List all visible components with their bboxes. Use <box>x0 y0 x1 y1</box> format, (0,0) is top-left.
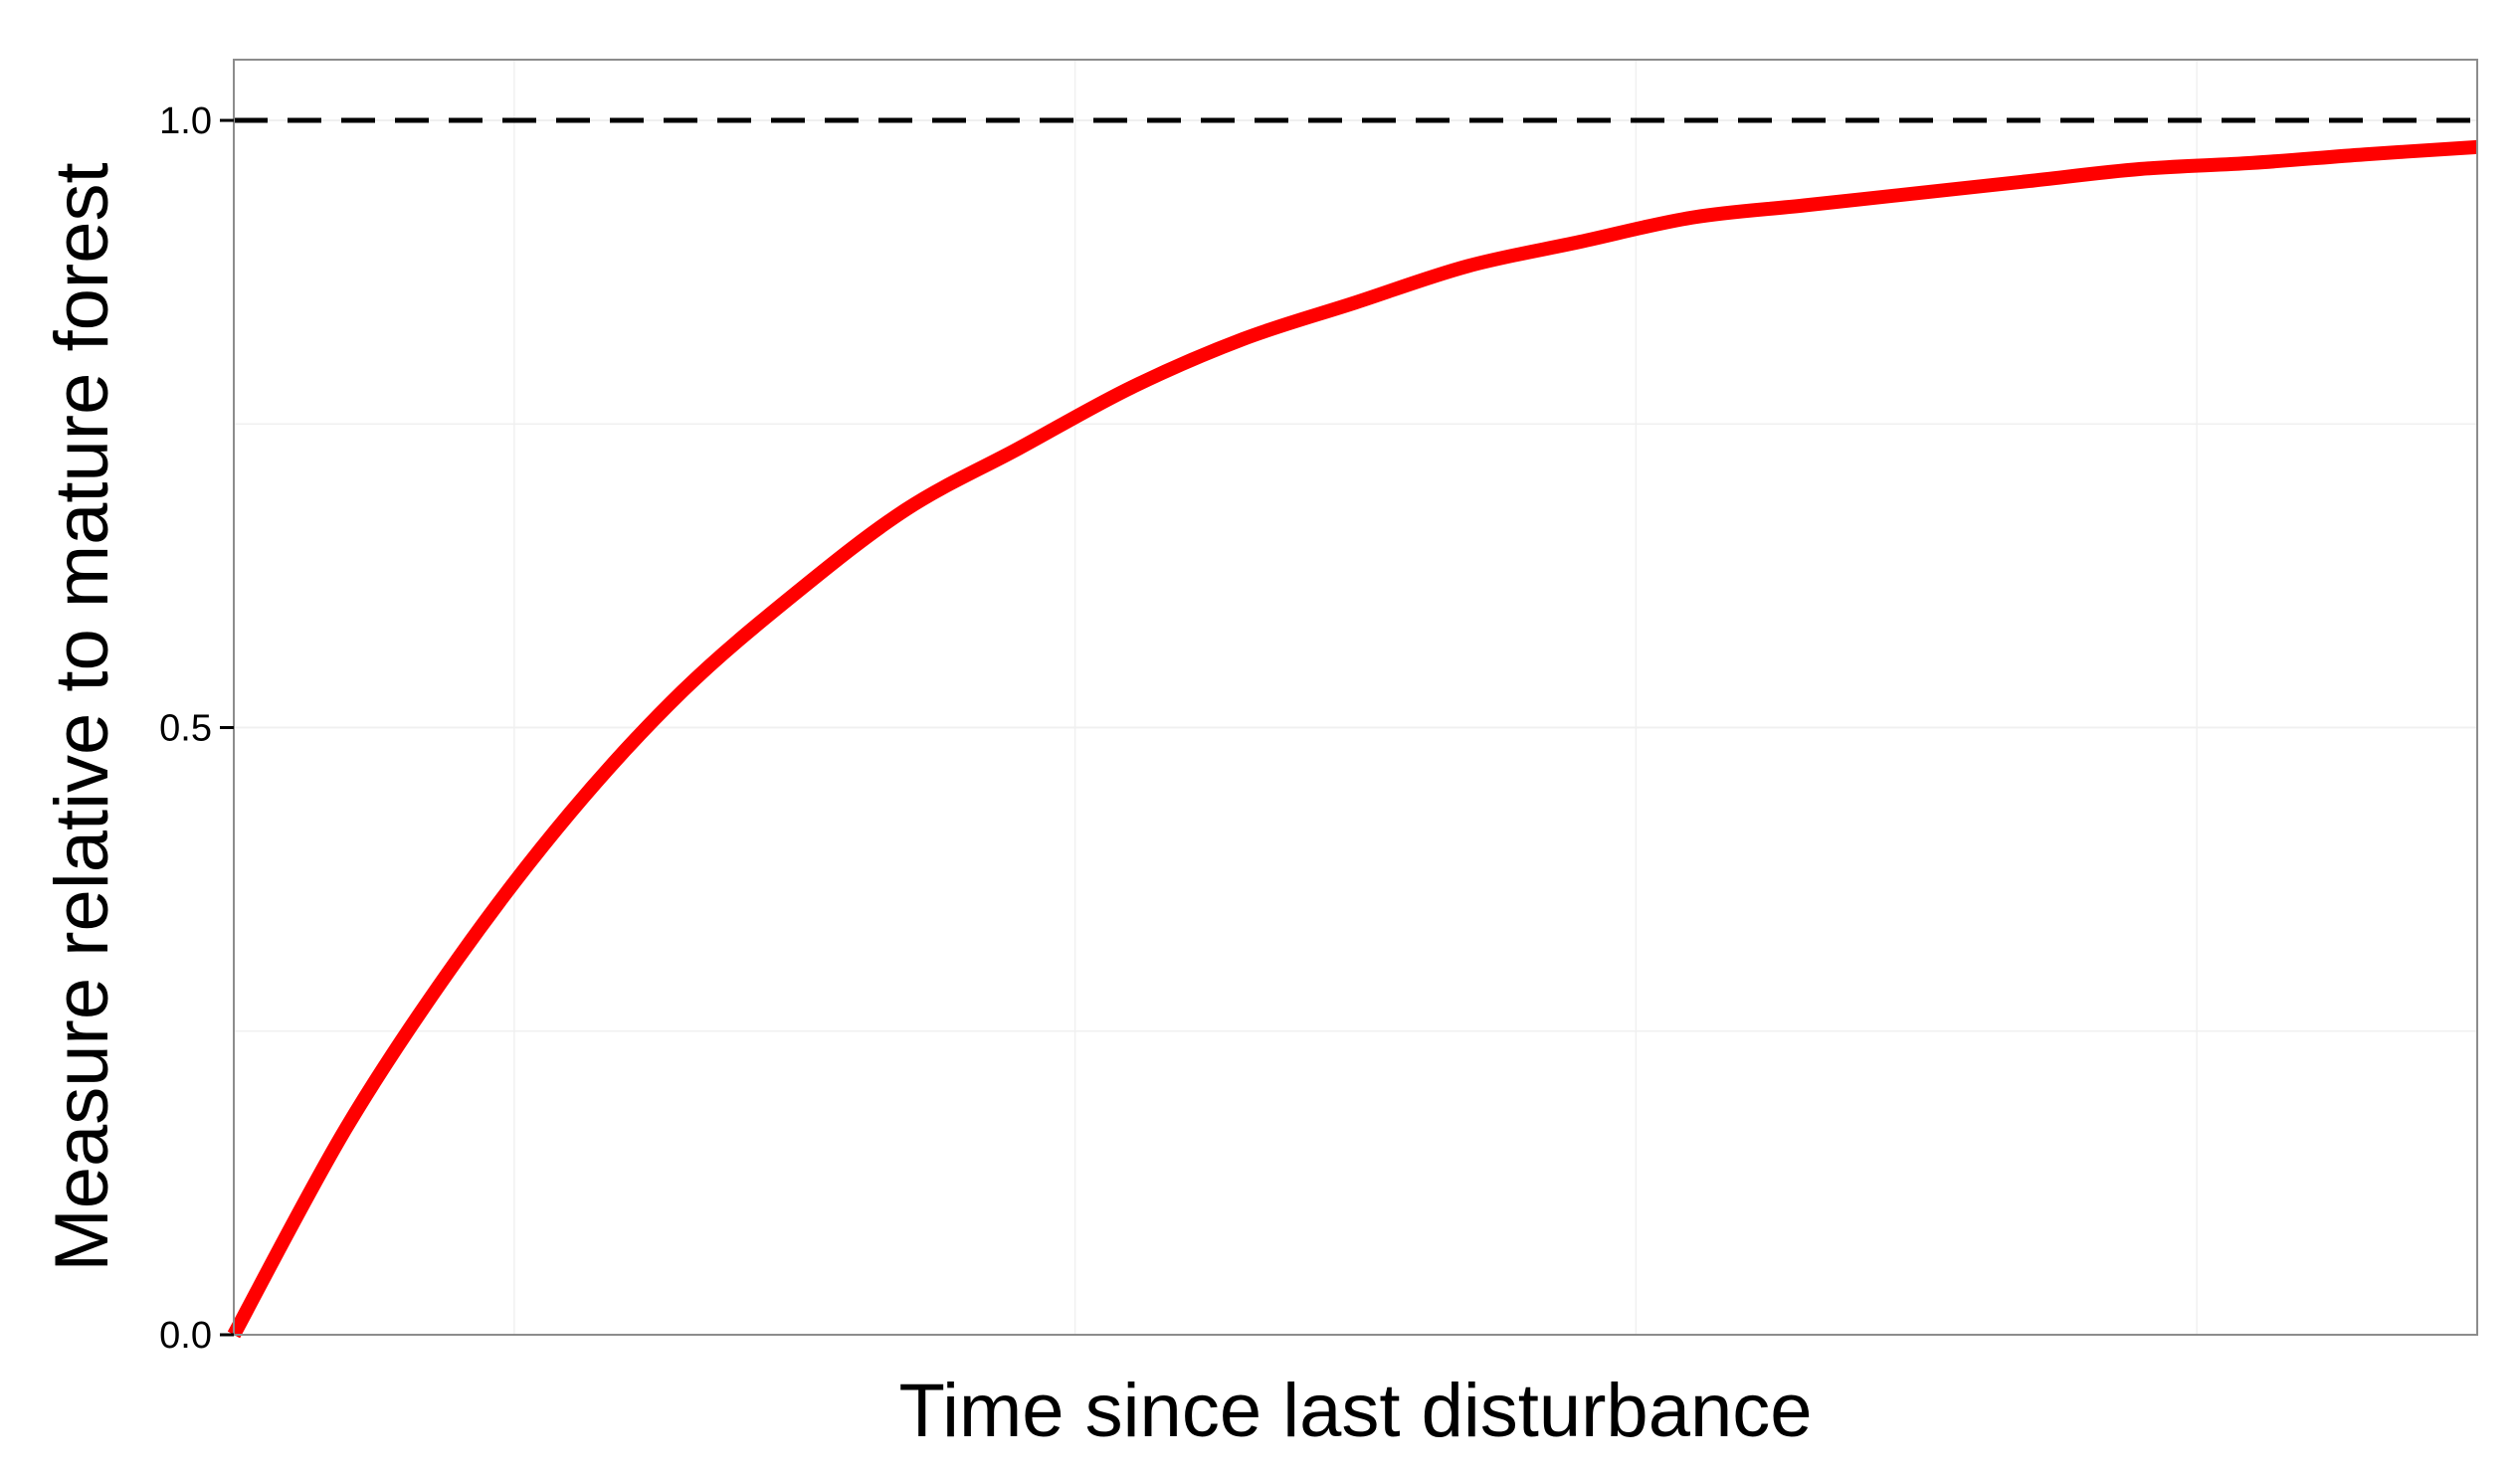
panel-border <box>233 59 2478 1336</box>
y-axis-title: Measure relative to mature forest <box>40 162 124 1271</box>
series-line-recovery-curve <box>227 139 2478 1339</box>
x-axis-title: Time since last disturbance <box>898 1369 1812 1453</box>
y-tick-label: 0.5 <box>159 708 212 750</box>
y-tick-label: 1.0 <box>159 100 212 142</box>
series-layer <box>227 139 2478 1339</box>
y-axis-ticks: 0.0 0.5 1.0 <box>159 100 234 1357</box>
y-tick-label: 0.0 <box>159 1315 212 1357</box>
